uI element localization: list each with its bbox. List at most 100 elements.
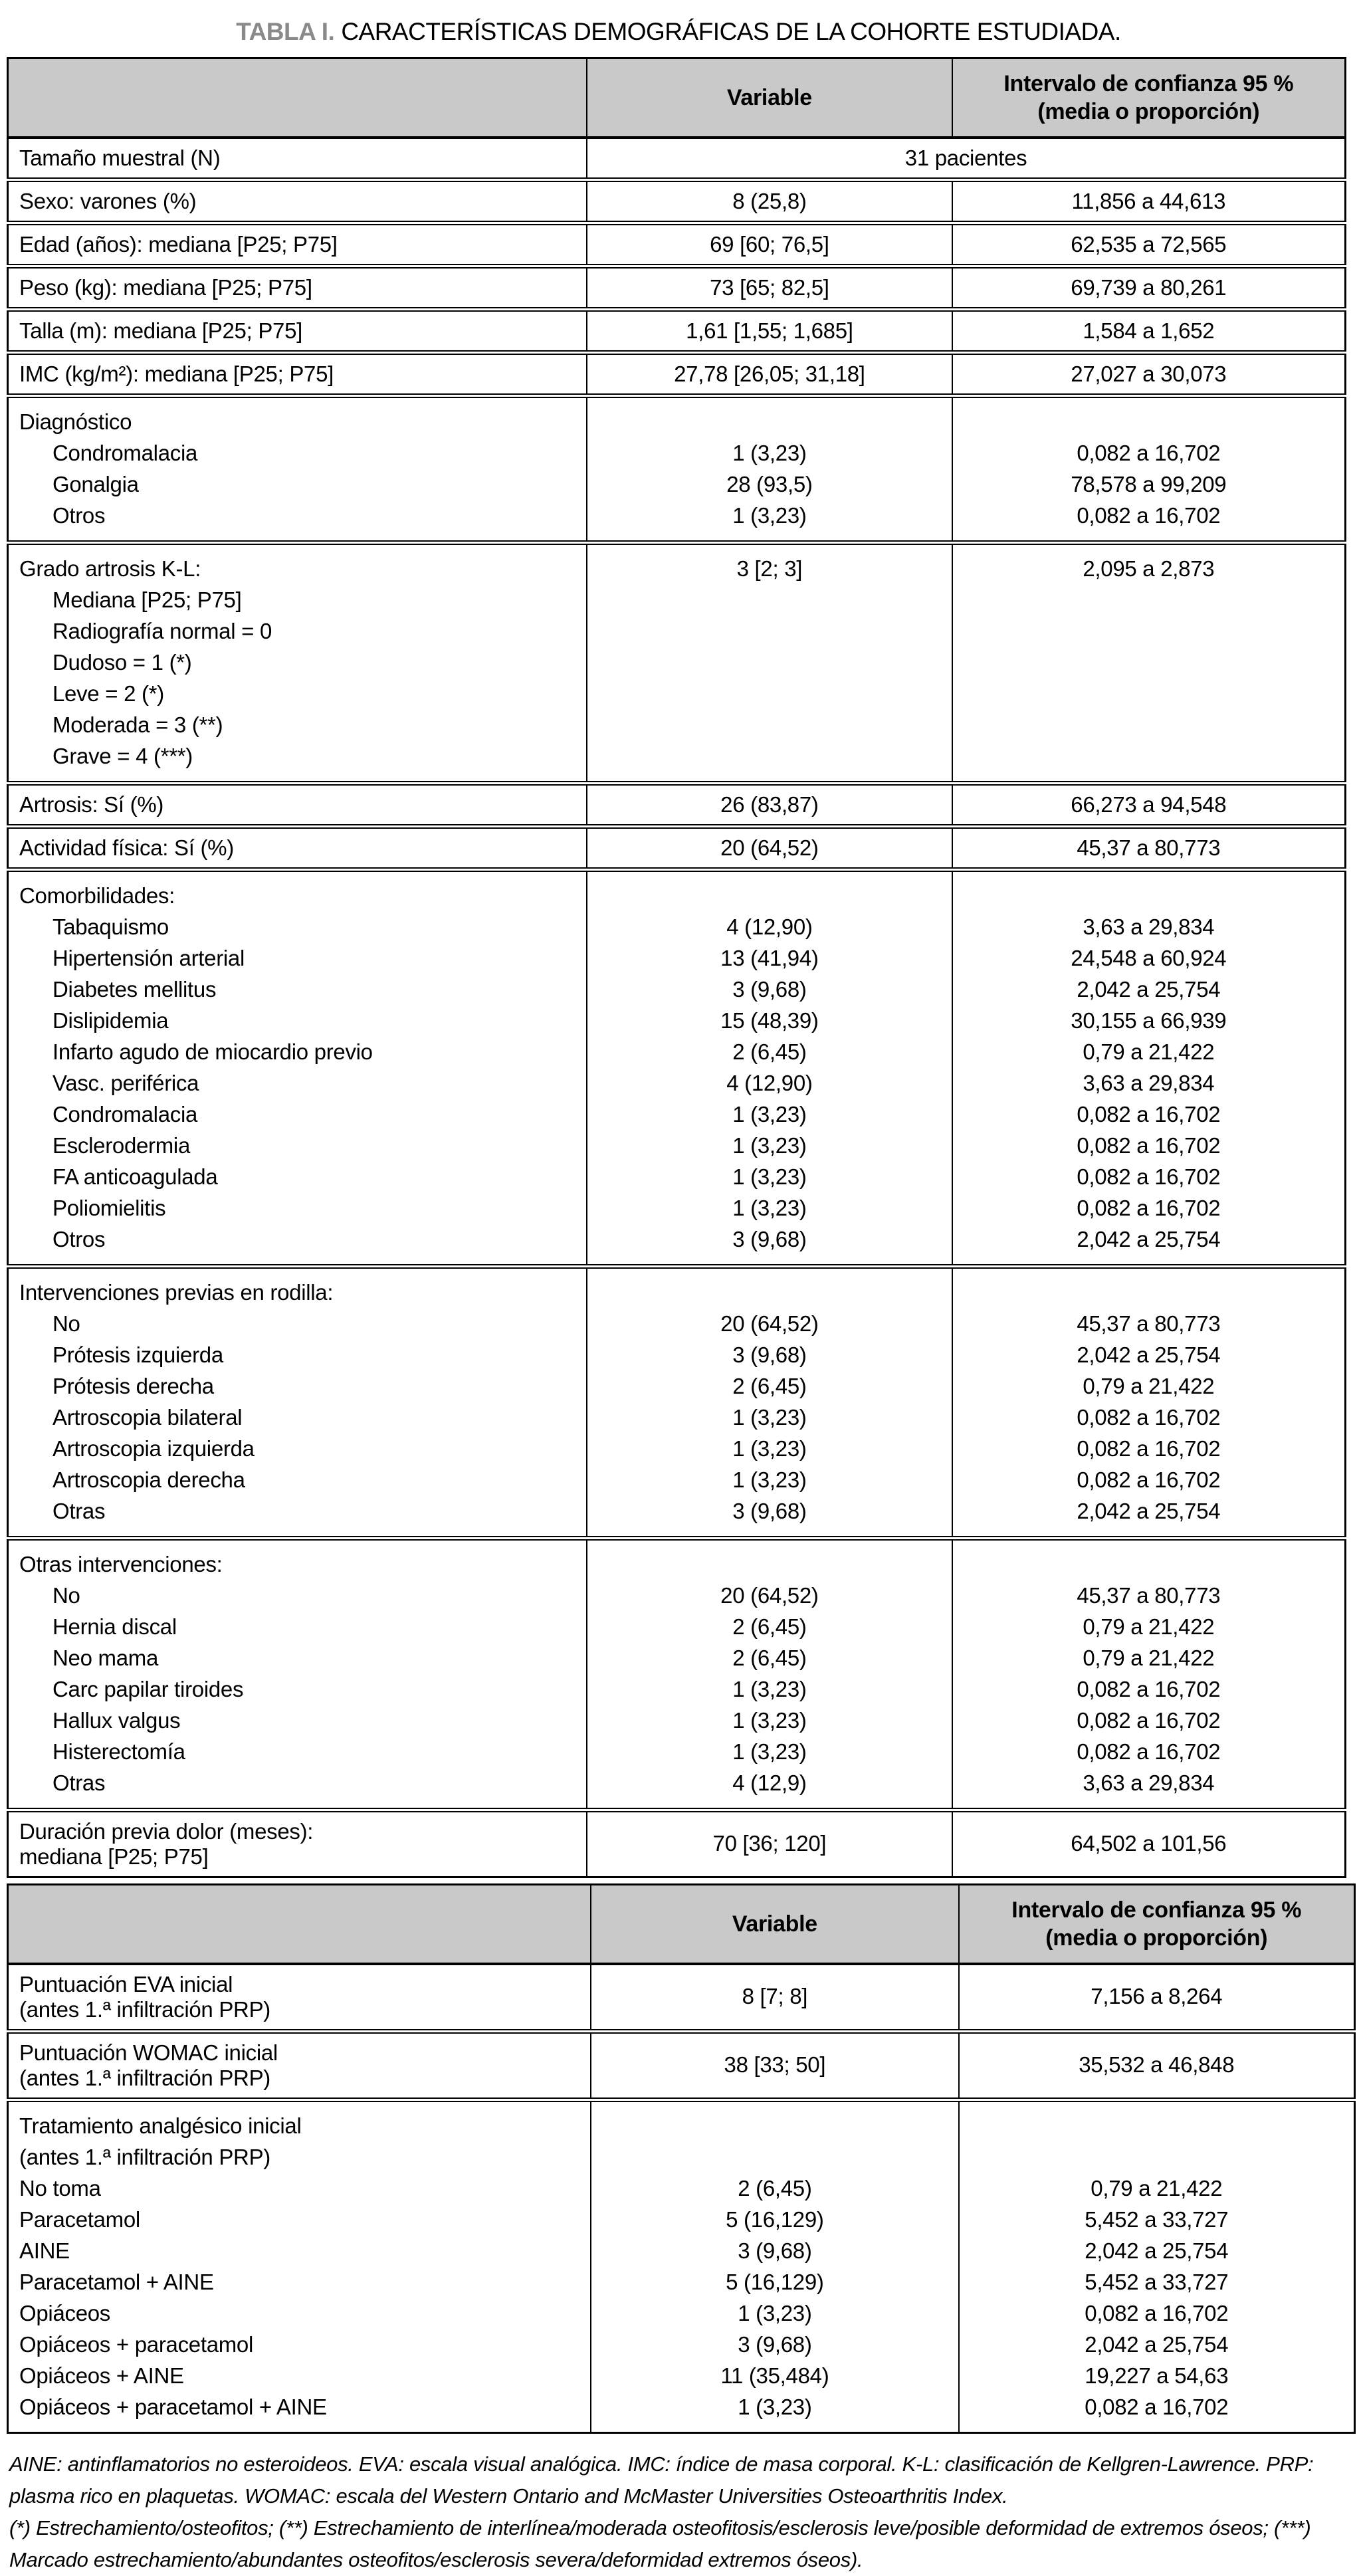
row-value <box>586 709 953 740</box>
row-label-line: (antes 1.ª infiltración PRP) <box>19 2145 270 2169</box>
group-header-row: Grado artrosis K-L: 3 [2; 3] 2,095 a 2,873 <box>7 540 1346 584</box>
row-label: Histerectomía <box>7 1736 588 1767</box>
row-value: 3 (9,68) <box>586 1339 953 1370</box>
row-value: 2 (6,45) <box>586 1611 953 1642</box>
row-ci: 5,452 a 33,727 <box>958 2266 1356 2298</box>
demographics-table-part1: Variable Intervalo de confianza 95 % (me… <box>7 57 1346 1878</box>
row-label: Neo mama <box>7 1642 588 1673</box>
row-label-line: Otras intervenciones: <box>19 1552 223 1576</box>
row-label: Talla (m): mediana [P25; P75] <box>7 307 588 353</box>
row-label: Artroscopia bilateral <box>7 1402 588 1433</box>
row-value: 1 (3,23) <box>586 1402 953 1433</box>
row-ci <box>951 740 1346 784</box>
row-label: Hernia discal <box>7 1611 588 1642</box>
row-ci: 7,156 a 8,264 <box>958 1964 1356 2032</box>
row-ci: 0,082 a 16,702 <box>951 1161 1346 1192</box>
row-label: Vasc. periférica <box>7 1067 588 1099</box>
row-ci: 24,548 a 60,924 <box>951 942 1346 974</box>
row-ci: 0,082 a 16,702 <box>951 1673 1346 1705</box>
group-header-row: Comorbilidades: <box>7 867 1346 911</box>
row-value <box>586 584 953 615</box>
row-ci: 62,535 a 72,565 <box>951 221 1346 267</box>
group-header-ci <box>951 393 1346 437</box>
group-item-row: Artroscopia bilateral 1 (3,23) 0,082 a 16,… <box>7 1402 1346 1433</box>
row-ci: 0,79 a 21,422 <box>951 1036 1346 1067</box>
row-value: 20 (64,52) <box>586 1580 953 1611</box>
demographics-table-part2: Variable Intervalo de confianza 95 % (me… <box>7 1883 1356 2434</box>
row-ci: 3,63 a 29,834 <box>951 911 1346 942</box>
row-label: Opiáceos <box>7 2298 592 2329</box>
header-row: Variable Intervalo de confianza 95 % (me… <box>7 1884 1356 1965</box>
row-label: Condromalacia <box>7 1099 588 1130</box>
row-value: 1,61 [1,55; 1,685] <box>586 307 953 353</box>
row-label: Edad (años): mediana [P25; P75] <box>7 221 588 267</box>
row-value: 2 (6,45) <box>590 2173 960 2204</box>
row-value: 70 [36; 120] <box>586 1808 953 1878</box>
row-value: 4 (12,9) <box>586 1767 953 1810</box>
row-value: 1 (3,23) <box>586 1099 953 1130</box>
row-label: Prótesis derecha <box>7 1370 588 1402</box>
group-item-row: No 20 (64,52) 45,37 a 80,773 <box>7 1580 1346 1611</box>
group-item-row: Paracetamol + AINE 5 (16,129) 5,452 a 33,7… <box>7 2266 1356 2298</box>
group-header-ci <box>951 1536 1346 1580</box>
row-label: IMC (kg/m²): mediana [P25; P75] <box>7 350 588 396</box>
group-item-row: AINE 3 (9,68) 2,042 a 25,754 <box>7 2235 1356 2266</box>
group-item-row: Paracetamol 5 (16,129) 5,452 a 33,727 <box>7 2204 1356 2235</box>
row-label: Artroscopia derecha <box>7 1464 588 1495</box>
group-item-row: Moderada = 3 (**) <box>7 709 1346 740</box>
row-value: 13 (41,94) <box>586 942 953 974</box>
row-label: Otras <box>7 1767 588 1810</box>
row-label-line: (antes 1.ª infiltración PRP) <box>19 1997 270 2022</box>
row-label-line: mediana [P25; P75] <box>19 1844 209 1869</box>
row-label-line: Puntuación WOMAC inicial <box>19 2040 278 2065</box>
row-label: Opiáceos + paracetamol <box>7 2329 592 2360</box>
group-header-ci <box>958 2097 1356 2173</box>
row-ci: 11,856 a 44,613 <box>951 177 1346 223</box>
row-label-line: Tratamiento analgésico inicial <box>19 2113 302 2138</box>
group-header-value <box>586 1264 953 1308</box>
group-header-row: Intervenciones previas en rodilla: <box>7 1264 1346 1308</box>
group-item-row: Hipertensión arterial 13 (41,94) 24,548 a … <box>7 942 1346 974</box>
row-value: 2 (6,45) <box>586 1642 953 1673</box>
table-title: TABLA I. CARACTERÍSTICAS DEMOGRÁFICAS DE … <box>0 17 1357 47</box>
row-ci: 2,042 a 25,754 <box>951 1495 1346 1539</box>
row-value <box>586 678 953 709</box>
row-ci: 3,63 a 29,834 <box>951 1067 1346 1099</box>
row-value: 1 (3,23) <box>586 500 953 543</box>
group-item-row: No toma 2 (6,45) 0,79 a 21,422 <box>7 2173 1356 2204</box>
row-label: Otros <box>7 500 588 543</box>
row-label-line: (antes 1.ª infiltración PRP) <box>19 2066 270 2090</box>
group-item-row: Diabetes mellitus 3 (9,68) 2,042 a 25,754 <box>7 974 1346 1005</box>
row-value: 1 (3,23) <box>590 2298 960 2329</box>
group-item-row: Dudoso = 1 (*) <box>7 647 1346 678</box>
row-ci: 35,532 a 46,848 <box>958 2029 1356 2100</box>
row-ci: 0,082 a 16,702 <box>951 437 1346 469</box>
header-ci-line2: (media o proporción) <box>1045 1925 1268 1951</box>
row-ci <box>951 584 1346 615</box>
row-ci <box>951 709 1346 740</box>
table-row: Duración previa dolor (meses): mediana [P… <box>7 1808 1346 1878</box>
row-label-line: Duración previa dolor (meses): <box>19 1819 314 1844</box>
row-value: 1 (3,23) <box>586 1705 953 1736</box>
row-value: 1 (3,23) <box>590 2391 960 2433</box>
header-ci: Intervalo de confianza 95 % (media o pro… <box>951 58 1346 139</box>
row-span-value: 31 pacientes <box>586 138 1346 180</box>
row-value: 5 (16,129) <box>590 2204 960 2235</box>
header-row: Variable Intervalo de confianza 95 % (me… <box>7 58 1346 139</box>
group-item-row: Poliomielitis 1 (3,23) 0,082 a 16,702 <box>7 1192 1346 1224</box>
table-title-text: CARACTERÍSTICAS DEMOGRÁFICAS DE LA COHOR… <box>341 18 1121 45</box>
row-value: 1 (3,23) <box>586 1433 953 1464</box>
group-item-row: FA anticoagulada 1 (3,23) 0,082 a 16,702 <box>7 1161 1346 1192</box>
group-item-row: Mediana [P25; P75] <box>7 584 1346 615</box>
row-ci: 0,082 a 16,702 <box>951 1192 1346 1224</box>
row-ci: 0,082 a 16,702 <box>958 2298 1356 2329</box>
row-ci: 19,227 a 54,63 <box>958 2360 1356 2391</box>
row-ci: 27,027 a 30,073 <box>951 350 1346 396</box>
group-item-row: No 20 (64,52) 45,37 a 80,773 <box>7 1308 1346 1339</box>
row-ci: 0,082 a 16,702 <box>951 1433 1346 1464</box>
table-row: Tamaño muestral (N) 31 pacientes <box>7 138 1346 180</box>
row-label: Actividad física: Sí (%) <box>7 824 588 870</box>
row-label: Artroscopia izquierda <box>7 1433 588 1464</box>
row-label: Hallux valgus <box>7 1705 588 1736</box>
row-label: Duración previa dolor (meses): mediana [P… <box>7 1808 588 1878</box>
